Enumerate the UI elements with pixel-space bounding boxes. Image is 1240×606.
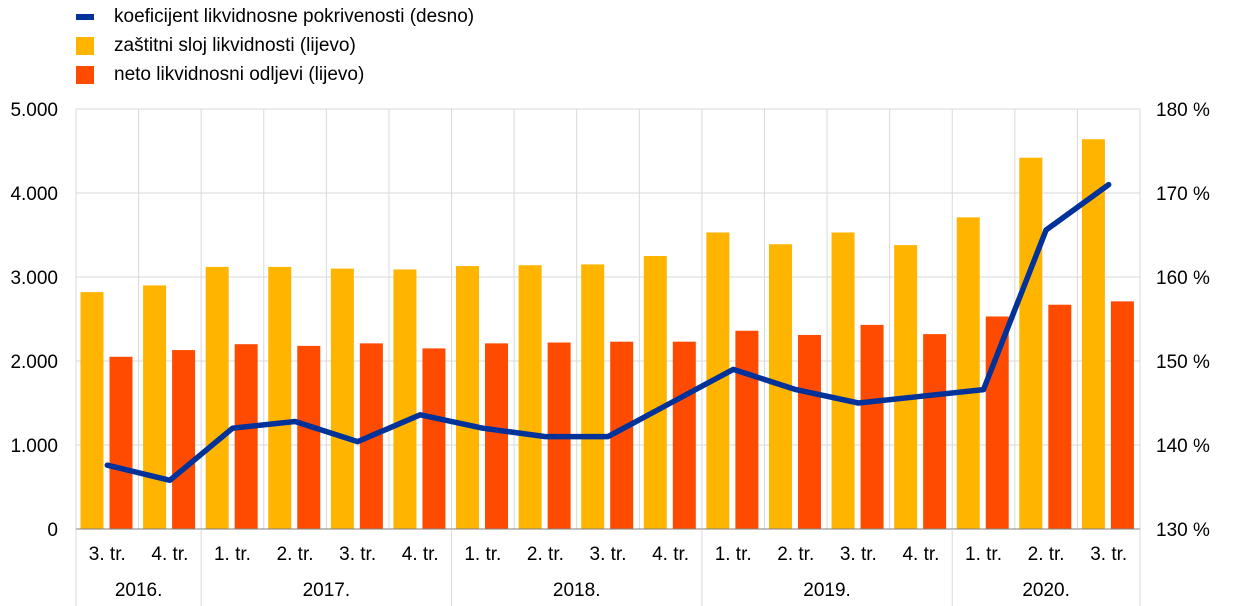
bar-net-outflows [860, 324, 884, 529]
x-axis-year-label: 2019. [803, 580, 851, 601]
bar-net-outflows [485, 343, 509, 529]
left-axis-tick-label: 1.000 [10, 436, 58, 457]
legend-item-net-outflows: neto likvidnosni odljevi (lijevo) [76, 60, 474, 89]
bar-net-outflows [234, 344, 258, 529]
x-axis-quarter-label: 3. tr. [840, 544, 877, 565]
x-axis-quarter-label: 3. tr. [89, 544, 126, 565]
bar-net-outflows [923, 334, 947, 529]
x-axis-quarter-label: 4. tr. [652, 544, 689, 565]
bar-liquidity-buffer [143, 285, 167, 529]
bar-liquidity-buffer [956, 217, 980, 530]
bar-net-outflows [1110, 301, 1134, 529]
bar-liquidity-buffer [643, 256, 667, 529]
bar-net-outflows [735, 330, 759, 529]
x-axis-quarter-label: 1. tr. [965, 544, 1002, 565]
x-axis-quarter-label: 4. tr. [902, 544, 939, 565]
bar-liquidity-buffer [205, 266, 229, 529]
right-axis-tick-label: 140 % [1156, 436, 1210, 457]
legend-swatch-box [76, 65, 94, 84]
legend-item-liquidity-buffer: zaštitni sloj likvidnosti (lijevo) [76, 31, 474, 60]
x-axis-quarter-label: 4. tr. [402, 544, 439, 565]
bar-net-outflows [797, 334, 821, 529]
bar-liquidity-buffer [330, 268, 354, 529]
x-axis-quarter-label: 3. tr. [339, 544, 376, 565]
bar-net-outflows [422, 348, 446, 529]
right-axis-tick-label: 160 % [1156, 268, 1210, 289]
legend-label: zaštitni sloj likvidnosti (lijevo) [114, 34, 356, 56]
bar-net-outflows [1048, 304, 1072, 529]
bar-liquidity-buffer [894, 245, 918, 529]
x-axis-year-label: 2017. [303, 580, 351, 601]
bar-liquidity-buffer [393, 269, 417, 529]
x-axis-quarter-label: 2. tr. [1028, 544, 1065, 565]
x-axis-year-label: 2016. [115, 580, 163, 601]
bar-liquidity-buffer [1081, 139, 1105, 530]
bar-liquidity-buffer [80, 292, 104, 529]
x-axis-year-label: 2020. [1022, 580, 1070, 601]
bar-net-outflows [672, 341, 696, 529]
legend-label: neto likvidnosni odljevi (lijevo) [114, 63, 365, 85]
bar-liquidity-buffer [831, 232, 855, 530]
x-axis-quarter-label: 2. tr. [527, 544, 564, 565]
bar-liquidity-buffer [581, 264, 605, 529]
bar-net-outflows [172, 350, 196, 529]
x-axis-quarter-label: 1. tr. [214, 544, 251, 565]
x-axis-quarter-label: 2. tr. [277, 544, 314, 565]
left-axis-tick-label: 3.000 [10, 268, 58, 289]
bar-liquidity-buffer [268, 266, 292, 529]
right-axis-tick-label: 130 % [1156, 520, 1210, 541]
bar-net-outflows [297, 345, 321, 529]
legend-item-coverage-ratio: koeficijent likvidnosne pokrivenosti (de… [76, 2, 474, 31]
x-axis-year-label: 2018. [553, 580, 601, 601]
x-axis-quarter-label: 3. tr. [590, 544, 627, 565]
legend-swatch-line [76, 13, 94, 20]
left-axis-tick-label: 2.000 [10, 352, 58, 373]
bar-liquidity-buffer [1019, 157, 1043, 529]
bar-net-outflows [610, 341, 634, 529]
right-axis-tick-label: 180 % [1156, 100, 1210, 121]
chart-legend: koeficijent likvidnosne pokrivenosti (de… [76, 2, 474, 89]
x-axis-quarter-label: 1. tr. [464, 544, 501, 565]
bar-net-outflows [109, 356, 133, 529]
bar-liquidity-buffer [456, 266, 480, 529]
left-axis-tick-label: 5.000 [10, 100, 58, 121]
right-axis-tick-label: 150 % [1156, 352, 1210, 373]
x-axis-quarter-label: 3. tr. [1090, 544, 1127, 565]
legend-swatch-box [76, 36, 94, 55]
bar-liquidity-buffer [518, 265, 542, 529]
left-axis-tick-label: 4.000 [10, 184, 58, 205]
right-axis-tick-label: 170 % [1156, 184, 1210, 205]
x-axis-quarter-label: 2. tr. [777, 544, 814, 565]
x-axis-quarter-label: 4. tr. [151, 544, 188, 565]
line-coverage-ratio [104, 181, 1112, 484]
x-axis-quarter-label: 1. tr. [715, 544, 752, 565]
legend-label: koeficijent likvidnosne pokrivenosti (de… [114, 5, 475, 27]
left-axis-tick-label: 0 [47, 520, 58, 541]
